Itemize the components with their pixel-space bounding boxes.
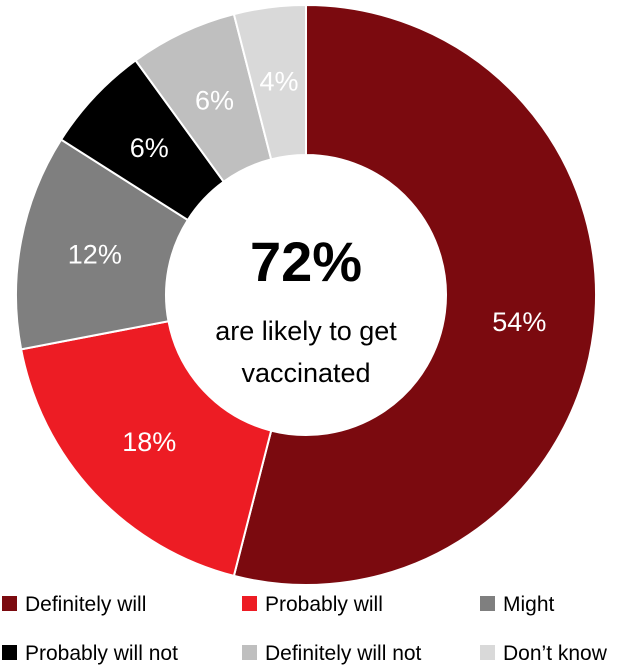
legend-item-definitely-will-not: Definitely will not <box>242 642 422 665</box>
legend: Definitely will Probably will Might Probabl… <box>2 593 608 665</box>
legend-item-probably-will: Probably will <box>242 593 383 616</box>
legend-item-might: Might <box>480 593 555 616</box>
legend-label-probably-will: Probably will <box>265 593 383 616</box>
legend-swatch-might <box>480 596 495 611</box>
slice-label-might: 12% <box>68 240 122 270</box>
legend-label-definitely-will: Definitely will <box>25 593 146 616</box>
slice-label-probably-will: 18% <box>122 427 176 457</box>
donut-hole <box>166 155 446 435</box>
legend-swatch-don-t-know <box>480 645 495 660</box>
legend-label-don-t-know: Don’t know <box>503 642 608 665</box>
slice-labels: 54% 18% 12% 6% 6% 4% <box>68 67 547 457</box>
legend-item-probably-will-not: Probably will not <box>2 642 178 665</box>
legend-label-probably-will-not: Probably will not <box>25 642 178 665</box>
legend-swatch-probably-will <box>242 596 257 611</box>
legend-label-might: Might <box>503 593 555 616</box>
legend-swatch-definitely-will <box>2 596 17 611</box>
slice-label-probably-will-not: 6% <box>130 133 169 163</box>
slice-label-definitely-will-not: 6% <box>195 85 234 115</box>
legend-item-definitely-will: Definitely will <box>2 593 146 616</box>
legend-swatch-probably-will-not <box>2 645 17 660</box>
slice-label-don-t-know: 4% <box>260 67 299 97</box>
legend-item-don-t-know: Don’t know <box>480 642 608 665</box>
donut-center: 72% are likely to get vaccinated <box>215 230 397 388</box>
legend-label-definitely-will-not: Definitely will not <box>265 642 422 665</box>
center-caption-line1: are likely to get <box>215 316 397 346</box>
legend-swatch-definitely-will-not <box>242 645 257 660</box>
center-value: 72% <box>250 230 362 293</box>
center-caption-line2: vaccinated <box>241 358 370 388</box>
slice-label-definitely-will: 54% <box>492 307 546 337</box>
donut-slices <box>15 3 597 586</box>
